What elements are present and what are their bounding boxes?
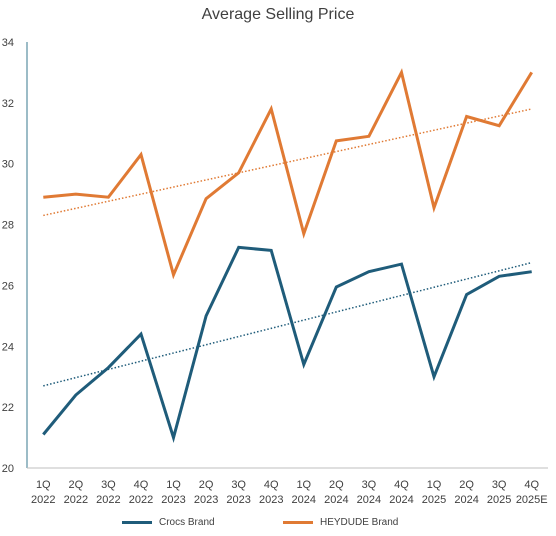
y-tick-label: 28 bbox=[2, 220, 14, 232]
x-tick-label: 2Q 2024 bbox=[324, 479, 348, 506]
x-tick-label-quarter: 4Q bbox=[134, 479, 149, 491]
x-tick-label-year: 2024 bbox=[357, 494, 381, 506]
y-tick-label: 22 bbox=[2, 402, 14, 414]
trendlines bbox=[43, 108, 532, 387]
x-tick-label-year: 2022 bbox=[96, 494, 120, 506]
x-tick-label-year: 2022 bbox=[31, 494, 55, 506]
series-line-crocs bbox=[42, 245, 532, 443]
legend-swatch-crocs bbox=[122, 521, 152, 524]
x-tick-label: 2Q 2022 bbox=[64, 479, 88, 506]
x-tick-label: 2Q 2024 bbox=[454, 479, 478, 506]
legend-label-crocs: Crocs Brand bbox=[159, 517, 215, 528]
x-tick-label-year: 2023 bbox=[161, 494, 185, 506]
x-tick-label: 4Q 2023 bbox=[259, 479, 283, 506]
trendline-heydude bbox=[43, 108, 532, 217]
x-tick-label-quarter: 2Q bbox=[199, 479, 214, 491]
x-tick-label-year: 2025 bbox=[422, 494, 446, 506]
x-tick-label: 3Q 2024 bbox=[357, 479, 381, 506]
legend-swatch-heydude bbox=[283, 521, 313, 524]
x-tick-label-year: 2024 bbox=[389, 494, 413, 506]
x-tick-label-quarter: 4Q bbox=[264, 479, 279, 491]
x-tick-label-year: 2022 bbox=[64, 494, 88, 506]
x-tick-label-quarter: 3Q bbox=[362, 479, 377, 491]
x-tick-label-quarter: 2Q bbox=[329, 479, 344, 491]
x-tick-label-year: 2023 bbox=[226, 494, 250, 506]
x-tick-label-year: 2023 bbox=[194, 494, 218, 506]
legend-label-heydude: HEYDUDE Brand bbox=[320, 517, 399, 528]
series-line-heydude bbox=[43, 68, 533, 280]
x-tick-label: 2Q 2023 bbox=[194, 479, 218, 506]
x-tick-label-quarter: 3Q bbox=[492, 479, 507, 491]
y-tick-label: 34 bbox=[2, 37, 14, 49]
x-tick-label: 1Q 2023 bbox=[161, 479, 185, 506]
x-tick-label: 3Q 2023 bbox=[226, 479, 250, 506]
x-tick-label: 4Q 2024 bbox=[389, 479, 413, 506]
y-tick-label: 32 bbox=[2, 98, 14, 110]
x-tick-label-quarter: 1Q bbox=[296, 479, 311, 491]
y-tick-labels: 20 22 24 26 28 30 32 34 bbox=[2, 37, 14, 475]
x-tick-label: 3Q 2025 bbox=[487, 479, 511, 506]
x-tick-label-quarter: 3Q bbox=[101, 479, 116, 491]
y-tick-label: 20 bbox=[2, 463, 14, 475]
chart-title: Average Selling Price bbox=[201, 6, 355, 23]
y-tick-label: 26 bbox=[2, 280, 14, 292]
y-tick-label: 30 bbox=[2, 159, 14, 171]
x-tick-label-quarter: 3Q bbox=[231, 479, 246, 491]
axes bbox=[26, 42, 548, 469]
x-tick-label: 1Q 2025 bbox=[422, 479, 446, 506]
x-tick-label-quarter: 2Q bbox=[69, 479, 84, 491]
x-tick-label-quarter: 4Q bbox=[524, 479, 539, 491]
series-lines bbox=[42, 68, 533, 443]
x-tick-label: 4Q 2022 bbox=[129, 479, 153, 506]
x-tick-label-quarter: 4Q bbox=[394, 479, 409, 491]
legend-item-heydude: HEYDUDE Brand bbox=[283, 517, 398, 528]
x-tick-label: 4Q 2025E bbox=[516, 479, 548, 506]
x-tick-label-year: 2025 bbox=[487, 494, 511, 506]
x-tick-label-year: 2022 bbox=[129, 494, 153, 506]
x-tick-labels: 1Q 2022 2Q 2022 3Q 2022 4Q 2022 1Q 2023 2Q 2023 3Q 20… bbox=[31, 479, 548, 506]
x-tick-label-year: 2024 bbox=[454, 494, 478, 506]
y-tick-label: 24 bbox=[2, 341, 14, 353]
x-tick-label-year: 2024 bbox=[292, 494, 316, 506]
legend: Crocs Brand HEYDUDE Brand bbox=[0, 517, 556, 533]
x-tick-label-quarter: 1Q bbox=[427, 479, 442, 491]
x-tick-label: 1Q 2022 bbox=[31, 479, 55, 506]
x-tick-label: 3Q 2022 bbox=[96, 479, 120, 506]
trendline-crocs bbox=[43, 261, 532, 387]
x-tick-label-year: 2025E bbox=[516, 494, 548, 506]
x-tick-label-quarter: 1Q bbox=[166, 479, 181, 491]
x-tick-label-year: 2023 bbox=[259, 494, 283, 506]
legend-item-crocs: Crocs Brand bbox=[122, 517, 215, 528]
x-tick-label-quarter: 2Q bbox=[459, 479, 474, 491]
x-tick-label-quarter: 1Q bbox=[36, 479, 51, 491]
x-tick-label: 1Q 2024 bbox=[292, 479, 316, 506]
x-tick-label-year: 2024 bbox=[324, 494, 348, 506]
